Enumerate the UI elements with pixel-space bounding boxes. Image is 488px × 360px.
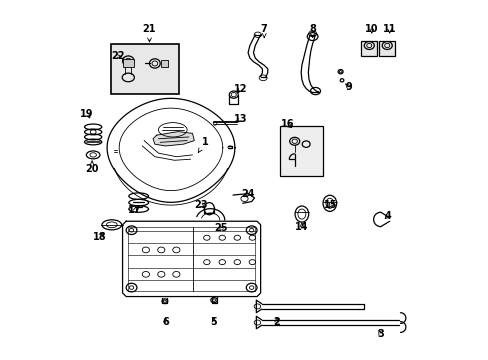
Text: 10: 10 (365, 24, 378, 35)
Text: 23: 23 (194, 200, 208, 210)
Text: 20: 20 (85, 161, 99, 174)
Text: 14: 14 (295, 222, 308, 231)
Text: 21: 21 (142, 24, 156, 42)
Text: 25: 25 (214, 224, 227, 233)
Text: 18: 18 (92, 232, 106, 242)
Bar (379, 41, 394, 55)
Text: 11: 11 (382, 24, 396, 35)
Text: 9: 9 (345, 82, 351, 92)
Bar (361, 41, 376, 55)
Polygon shape (153, 132, 194, 146)
Bar (280, 126, 323, 176)
Bar (128, 226, 255, 291)
Text: 8: 8 (308, 24, 315, 37)
Text: 13: 13 (234, 114, 247, 124)
Text: 24: 24 (241, 189, 254, 199)
Bar (160, 60, 168, 67)
Text: 4: 4 (384, 211, 390, 221)
Text: 15: 15 (323, 200, 337, 210)
Text: 3: 3 (377, 329, 384, 339)
Text: 6: 6 (162, 317, 169, 327)
Bar (122, 59, 134, 67)
Text: 12: 12 (234, 84, 247, 94)
Text: 22: 22 (111, 51, 125, 61)
Bar (111, 44, 178, 94)
Text: 7: 7 (260, 24, 267, 37)
Text: 19: 19 (80, 109, 93, 119)
Text: 17: 17 (128, 206, 142, 216)
Text: 1: 1 (198, 138, 208, 153)
Text: 5: 5 (210, 317, 217, 327)
Text: 2: 2 (273, 317, 280, 327)
Text: 16: 16 (280, 120, 294, 129)
